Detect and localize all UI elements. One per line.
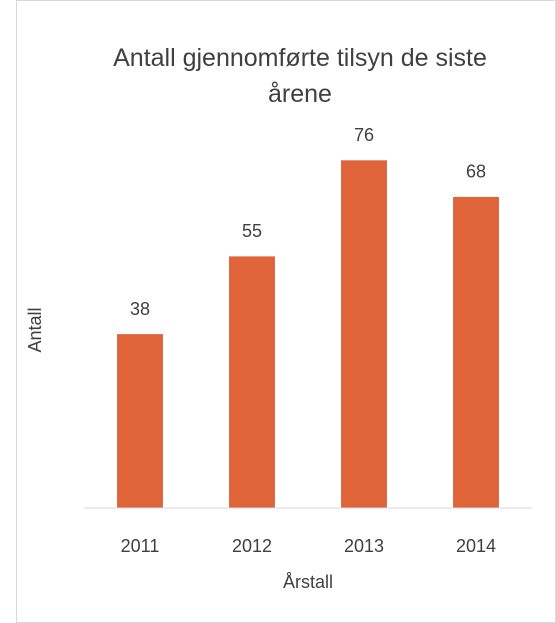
- bar: [341, 160, 387, 509]
- chart-title: Antall gjennomførte tilsyn de siste åren…: [113, 44, 487, 108]
- x-tick-label: 2012: [232, 536, 272, 556]
- y-axis-label: Antall: [25, 307, 45, 352]
- x-tick-label: 2013: [344, 536, 384, 556]
- bar: [117, 334, 163, 508]
- x-tick-label: 2011: [121, 536, 160, 556]
- data-label: 55: [242, 221, 262, 241]
- x-tick-label: 2014: [456, 536, 496, 556]
- data-label: 38: [130, 299, 150, 319]
- bar: [453, 196, 499, 508]
- data-label: 76: [354, 125, 374, 145]
- data-label: 68: [466, 162, 486, 182]
- bar: [229, 256, 275, 508]
- x-axis-label: Årstall: [283, 572, 333, 592]
